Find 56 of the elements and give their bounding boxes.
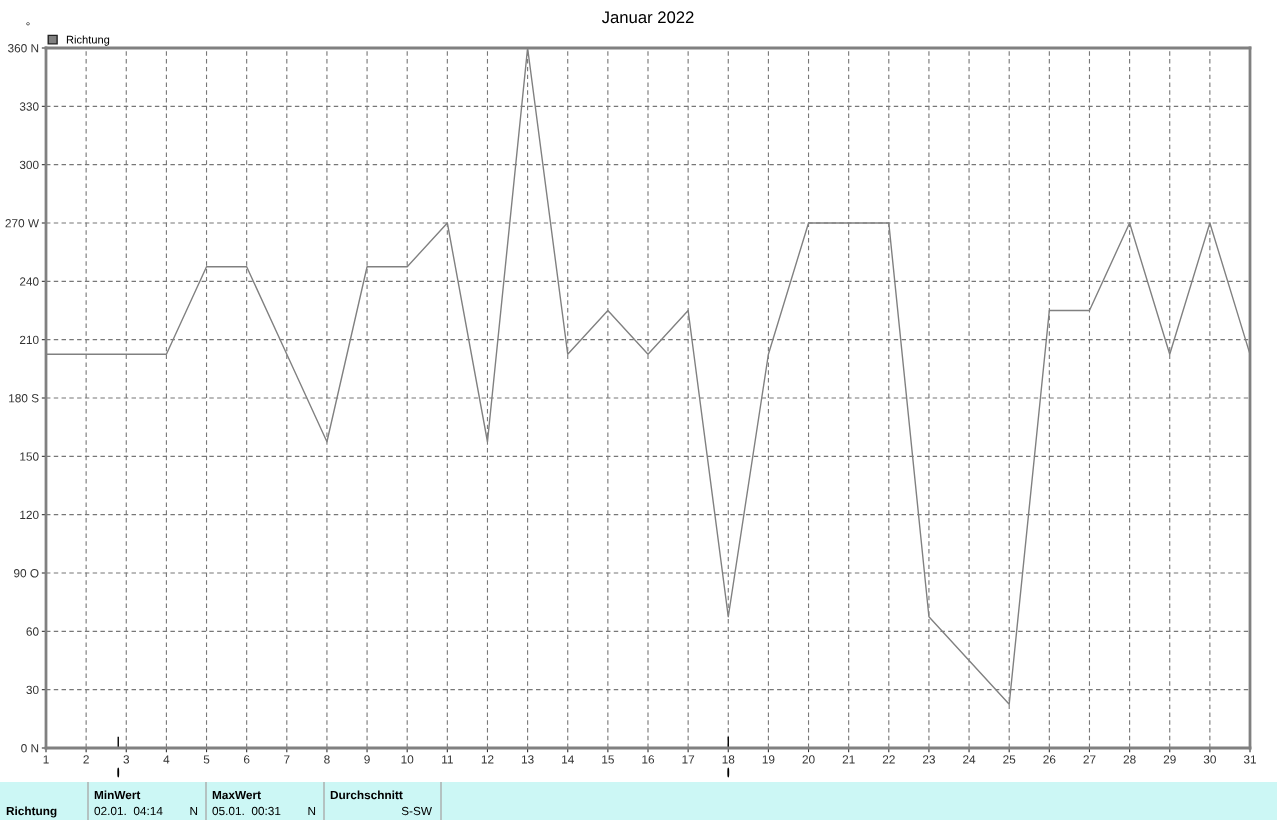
y-tick-label: 360 N [8,44,39,53]
x-tick-label: 19 [762,755,775,764]
x-tick-label: 25 [1003,755,1016,764]
x-tick-label: 28 [1123,755,1136,764]
x-tick-label: 18 [722,755,735,764]
x-tick-label: 20 [802,755,815,764]
x-tick-label: 27 [1083,755,1096,764]
x-tick-label: 22 [882,755,895,764]
text: Richtung [6,806,57,818]
legend-label: Richtung [66,35,110,46]
x-tick-label: 12 [481,755,494,764]
y-tick-label: 330 [19,102,39,111]
x-tick-label: 5 [203,755,210,764]
x-tick-label: 8 [324,755,330,764]
y-tick-label: 150 [20,452,39,461]
x-tick-label: 10 [401,755,414,764]
y-axis-title: ° [26,22,30,26]
chart-title: Januar 2022 [601,11,694,24]
x-tick-label: 16 [642,755,655,764]
text: N [190,806,198,816]
text: 02.01. 04:14 [94,806,163,816]
y-tick-label: 180 S [9,394,39,403]
y-tick-label: 0 N [21,744,39,753]
y-tick-label: 270 W [5,219,40,228]
y-tick-label: 30 [26,685,39,695]
text: N [308,806,316,816]
text: 05.01. 00:31 [212,806,281,816]
text: MinWert [94,790,141,800]
x-tick-label: 3 [123,755,130,764]
text: MaxWert [212,790,261,800]
x-tick-label: 11 [442,755,453,764]
x-tick-label: 17 [682,755,695,764]
x-tick-label: 31 [1243,755,1256,764]
y-tick-label: 60 [26,627,39,636]
x-tick-label: 6 [243,755,250,764]
y-tick-label: 120 [20,510,39,520]
text: Durchschnitt [330,790,403,800]
x-tick-label: 1 [43,755,49,764]
y-tick-label: 300 [19,160,39,170]
x-tick-label: 30 [1203,755,1216,764]
y-tick-label: 210 [19,335,39,345]
x-tick-label: 24 [963,755,976,764]
x-tick-label: 14 [562,755,574,764]
x-tick-label: 9 [364,755,370,764]
x-tick-label: 4 [163,755,170,764]
x-tick-label: 15 [602,755,614,764]
y-tick-label: 90 O [14,569,39,578]
text: S-SW [401,806,432,816]
x-tick-label: 29 [1163,755,1176,764]
x-tick-label: 23 [922,755,935,764]
x-tick-label: 21 [842,755,855,764]
x-tick-label: 7 [284,755,290,764]
y-tick-label: 240 [19,277,39,286]
x-tick-label: 13 [521,755,534,764]
x-tick-label: 2 [83,755,89,764]
x-tick-label: 26 [1043,755,1056,764]
